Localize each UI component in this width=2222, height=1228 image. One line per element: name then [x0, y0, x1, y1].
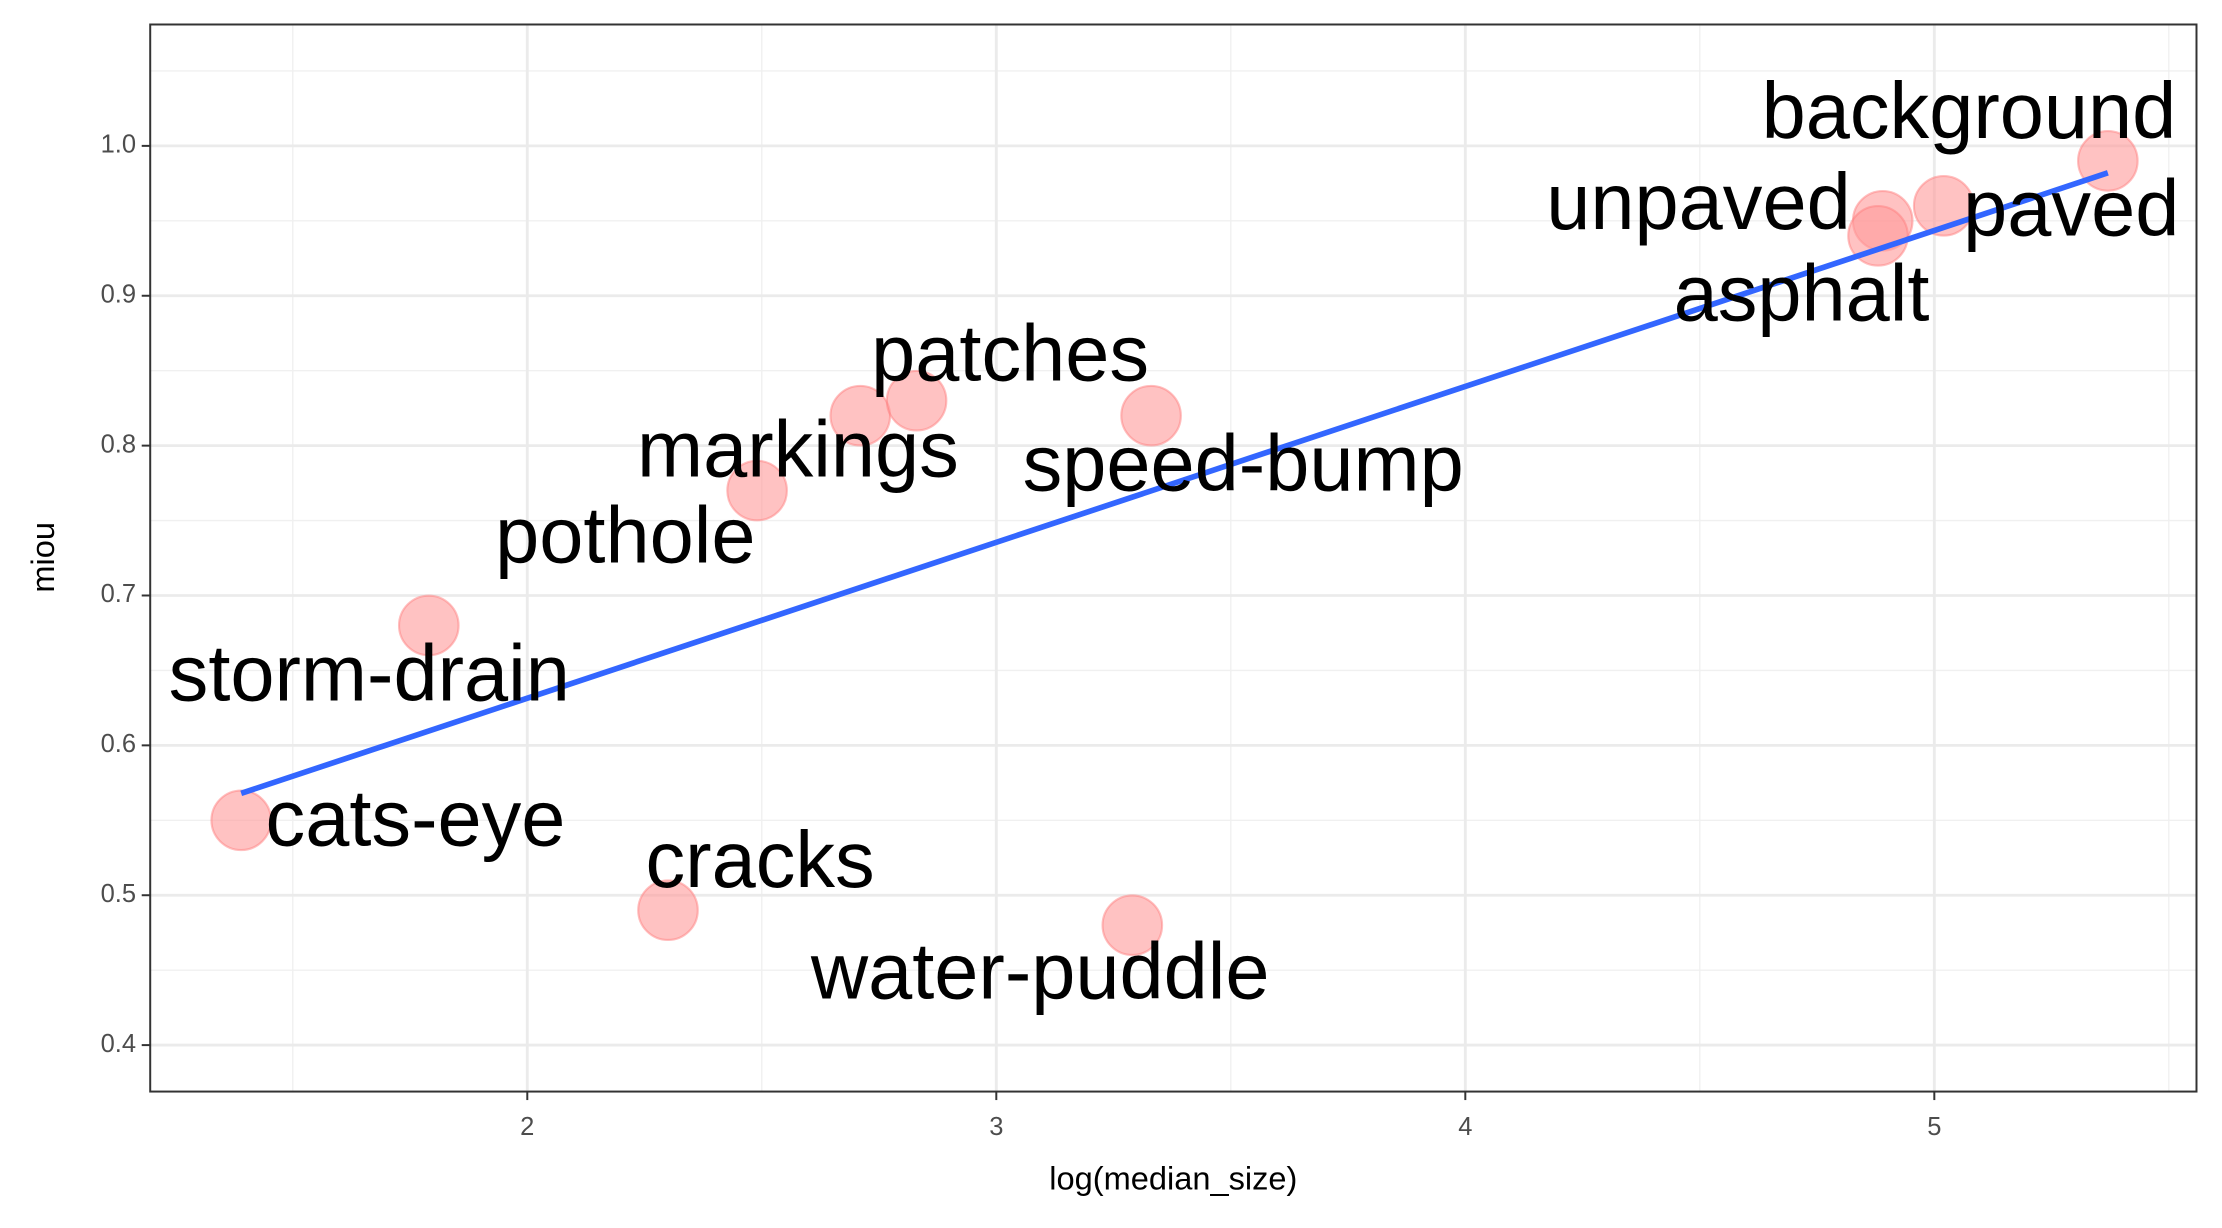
point-label: speed-bump — [1023, 418, 1464, 507]
panel-border — [149, 23, 2198, 1093]
point-label: cracks — [645, 815, 874, 904]
point-label: storm-drain — [169, 628, 570, 717]
y-axis-title: miou — [24, 522, 61, 593]
point — [637, 879, 699, 942]
point-label: patches — [871, 309, 1149, 398]
x-tick-label: 4 — [1458, 1113, 1472, 1141]
point — [726, 459, 788, 522]
point-label: markings — [637, 404, 959, 493]
point-label: background — [1762, 66, 2177, 155]
point — [397, 594, 460, 657]
x-axis-title: log(median_size) — [1049, 1159, 1297, 1196]
trend-line — [240, 170, 2109, 797]
grid — [150, 24, 2197, 1092]
point-label: unpaved — [1546, 157, 1850, 246]
point — [1847, 204, 1909, 267]
x-tick-label: 3 — [989, 1113, 1003, 1141]
y-tick-label: 0.7 — [101, 580, 136, 608]
point-label: water-puddle — [810, 927, 1270, 1016]
point-label: paved — [1963, 163, 2179, 252]
y-tick-label: 0.6 — [101, 730, 136, 758]
y-tick-label: 0.8 — [101, 430, 136, 458]
point-label: pothole — [495, 491, 755, 580]
point-label: cats-eye — [266, 774, 566, 863]
y-tick-label: 1.0 — [101, 131, 136, 159]
y-tick-label: 0.9 — [101, 280, 136, 308]
point — [1101, 894, 1164, 957]
point — [210, 789, 273, 852]
y-tick-label: 0.5 — [101, 880, 136, 908]
point — [1120, 384, 1182, 447]
point — [885, 369, 948, 432]
marks: cats-eye storm-drain potholemarkingspatche… — [169, 66, 2180, 1016]
y-tick-label: 0.4 — [101, 1030, 136, 1058]
x-tick-label: 2 — [520, 1113, 534, 1141]
x-tick-label: 5 — [1927, 1113, 1941, 1141]
point-label: asphalt — [1674, 249, 1930, 338]
